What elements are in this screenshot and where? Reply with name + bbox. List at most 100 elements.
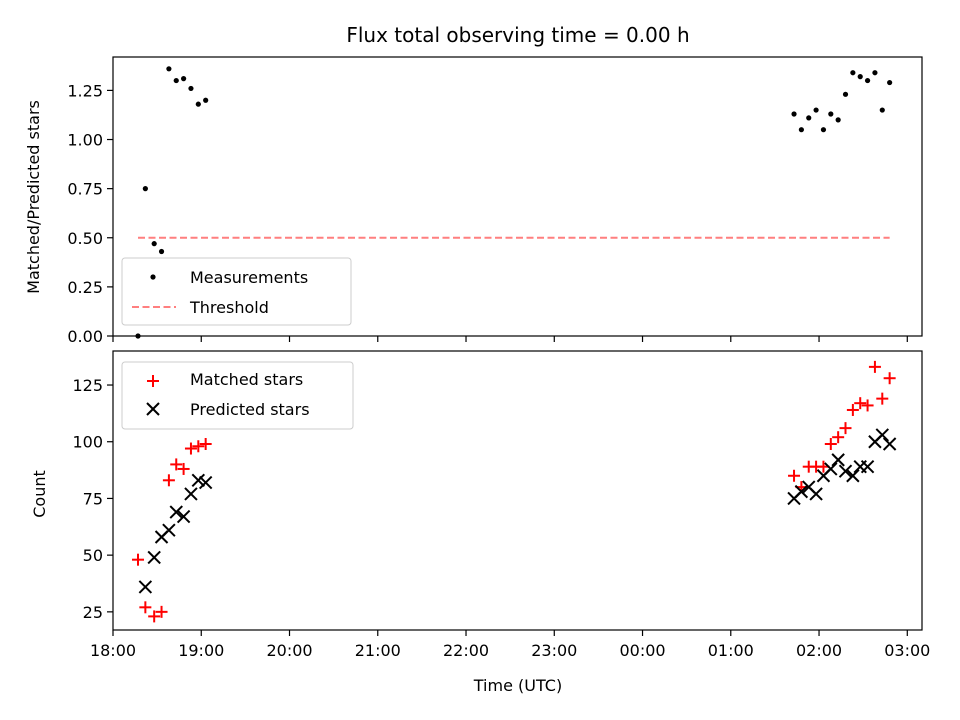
matched-star-point [199, 438, 212, 450]
matched-star-point [132, 553, 145, 566]
measurement-point [864, 77, 871, 84]
measurement-point [798, 127, 804, 133]
measurement-point [842, 91, 849, 97]
predicted-star-point [882, 437, 897, 451]
predicted-star-point [138, 580, 153, 594]
ratio-y-tick-label: 0.75 [67, 180, 103, 199]
predicted-star-point [794, 484, 809, 499]
predicted-star-point [191, 473, 206, 487]
predicted-star-point [147, 550, 161, 565]
predicted-star-point [198, 475, 213, 490]
count-x-ticks: 18:00 19:00 20:00 21:00 22:00 23:00 00:00 01:00… [90, 630, 930, 660]
measurement-point [203, 97, 209, 103]
measurement-point [181, 76, 187, 82]
threshold-legend-label: Threshold [189, 298, 269, 317]
x-tick-label: 18:00 [90, 641, 136, 660]
count-y-tick-label: 100 [72, 433, 103, 452]
matched-star-point [148, 610, 161, 623]
measurement-point [791, 111, 797, 117]
count-plot-frame [112, 350, 923, 631]
count-y-tick-label: 50 [83, 546, 103, 565]
measurement-point [820, 127, 827, 133]
predicted-star-point [809, 487, 823, 501]
matched-star-point [883, 372, 896, 385]
ratio-y-tick-label: 0.00 [67, 327, 103, 346]
x-tick-label: 19:00 [178, 641, 224, 660]
ratio-x-tick-marks [112, 336, 908, 342]
matched-star-point [839, 422, 852, 435]
chart-title: Flux total observing time = 0.00 h [346, 23, 689, 47]
measurement-point [142, 186, 148, 192]
matched-star-point [876, 392, 889, 405]
measurement-point [173, 77, 179, 84]
ratio-y-ticks: 0.00 0.25 0.50 0.75 1.00 1.25 [67, 81, 113, 346]
matched-star-point [155, 605, 168, 618]
predicted-star-point [838, 464, 853, 478]
matched-star-point [788, 469, 801, 482]
count-legend-box [121, 361, 354, 430]
ratio-panel: Flux total observing time = 0.00 h Match… [24, 23, 923, 346]
predicted-legend-marker [146, 402, 160, 416]
ratio-y-tick-label: 1.25 [67, 81, 103, 100]
measurements-legend-marker [150, 274, 156, 280]
ratio-y-tick-label: 0.50 [67, 229, 103, 248]
count-series [132, 360, 897, 623]
ratio-series [135, 66, 893, 339]
predicted-legend-label: Predicted stars [190, 400, 310, 419]
measurement-point [166, 66, 172, 72]
x-tick-label: 21:00 [355, 641, 401, 660]
measurement-point [879, 107, 885, 113]
count-y-tick-label: 125 [72, 376, 103, 395]
count-y-ticks: 25 50 75 100 125 [72, 376, 113, 622]
matched-star-point [177, 462, 190, 475]
matched-legend-label: Matched stars [190, 370, 303, 389]
matched-star-point [861, 399, 874, 412]
measurement-point [158, 248, 165, 255]
measurements-legend-label: Measurements [190, 268, 308, 287]
measurement-point [806, 115, 812, 121]
measurement-point [828, 111, 834, 117]
measurement-point [872, 70, 878, 76]
matched-star-point [170, 458, 183, 471]
ratio-y-tick-label: 0.25 [67, 278, 103, 297]
x-tick-label: 22:00 [443, 641, 489, 660]
x-tick-label: 01:00 [708, 641, 754, 660]
measurement-point [850, 70, 856, 76]
x-axis-label: Time (UTC) [473, 676, 562, 695]
predicted-star-point [184, 487, 198, 501]
x-tick-label: 02:00 [796, 641, 842, 660]
matched-star-point [832, 431, 845, 444]
count-y-tick-label: 25 [83, 603, 103, 622]
measurement-point [151, 241, 157, 247]
count-panel: Count Time (UTC) 25 50 75 100 125 18:00 19:00… [30, 350, 930, 695]
predicted-star-point [162, 523, 176, 537]
matched-legend-marker [147, 375, 159, 387]
predicted-star-point [169, 505, 183, 519]
measurement-point [857, 74, 863, 80]
predicted-star-point [846, 469, 860, 483]
count-y-axis-label: Count [30, 470, 49, 518]
ratio-legend: Measurements Threshold [121, 257, 352, 326]
matched-star-point [139, 601, 152, 614]
matched-star-point [184, 442, 197, 455]
predicted-star-point [176, 509, 191, 524]
ratio-y-tick-label: 1.00 [67, 131, 103, 150]
measurement-point [813, 107, 819, 113]
x-tick-label: 03:00 [884, 641, 930, 660]
x-tick-label: 00:00 [619, 641, 665, 660]
predicted-star-point [860, 459, 875, 474]
measurement-point [188, 85, 194, 92]
matched-star-point [192, 440, 205, 453]
measurement-point [887, 79, 893, 86]
count-legend: Matched stars Predicted stars [121, 361, 354, 430]
matched-star-point [824, 438, 837, 450]
matched-star-point [854, 397, 867, 410]
matched-star-point [868, 360, 881, 373]
matched-star-point [162, 474, 175, 487]
x-tick-label: 20:00 [266, 641, 312, 660]
ratio-legend-box [121, 257, 352, 326]
measurement-point [195, 101, 201, 107]
x-tick-label: 23:00 [531, 641, 577, 660]
measurement-point [835, 117, 841, 123]
